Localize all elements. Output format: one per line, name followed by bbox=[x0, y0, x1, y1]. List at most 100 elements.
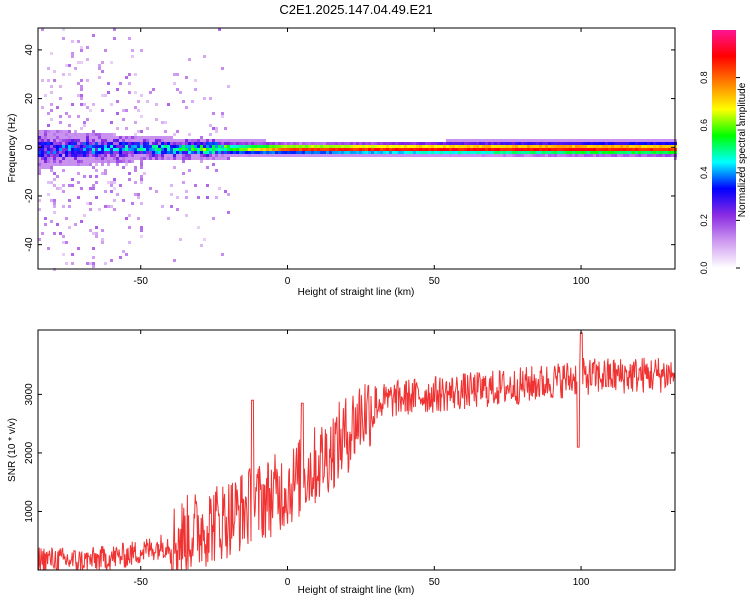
heatmap-cell bbox=[524, 154, 527, 157]
heatmap-cell bbox=[62, 151, 65, 154]
heatmap-cell bbox=[47, 112, 50, 115]
heatmap-cell bbox=[341, 145, 344, 148]
heatmap-cell bbox=[152, 154, 155, 157]
heatmap-cell bbox=[38, 130, 41, 133]
heatmap-cell bbox=[221, 154, 224, 157]
heatmap-cell bbox=[185, 154, 188, 157]
heatmap-cell bbox=[149, 142, 152, 145]
heatmap-cell bbox=[548, 145, 551, 148]
heatmap-cell bbox=[128, 37, 131, 40]
heatmap-cell bbox=[86, 154, 89, 157]
heatmap-cell bbox=[578, 148, 581, 151]
heatmap-cell bbox=[221, 157, 224, 160]
heatmap-cell bbox=[353, 151, 356, 154]
heatmap-cell bbox=[290, 145, 293, 148]
heatmap-cell bbox=[656, 142, 659, 145]
heatmap-cell bbox=[578, 151, 581, 154]
snr-ytick-label: 2000 bbox=[24, 441, 35, 464]
heatmap-cell bbox=[140, 181, 143, 184]
heatmap-cell bbox=[137, 139, 140, 142]
heatmap-cell bbox=[377, 151, 380, 154]
heatmap-cell bbox=[122, 160, 125, 163]
heatmap-cell bbox=[56, 130, 59, 133]
heatmap-cell bbox=[257, 154, 260, 157]
heatmap-cell bbox=[173, 142, 176, 145]
heatmap-cell bbox=[119, 148, 122, 151]
heatmap-cell bbox=[293, 142, 296, 145]
heatmap-cell bbox=[452, 145, 455, 148]
heatmap-cell bbox=[593, 154, 596, 157]
heatmap-cell bbox=[488, 154, 491, 157]
heatmap-cell bbox=[599, 139, 602, 142]
heatmap-cell bbox=[50, 151, 53, 154]
heatmap-cell bbox=[110, 103, 113, 106]
heatmap-cell bbox=[92, 103, 95, 106]
heatmap-cell bbox=[80, 187, 83, 190]
heatmap-cell bbox=[218, 145, 221, 148]
heatmap-cell bbox=[668, 154, 671, 157]
heatmap-cell bbox=[92, 262, 95, 265]
heatmap-cell bbox=[350, 142, 353, 145]
heatmap-cell bbox=[470, 139, 473, 142]
heatmap-cell bbox=[452, 142, 455, 145]
heatmap-cell bbox=[89, 139, 92, 142]
heatmap-cell bbox=[647, 145, 650, 148]
heatmap-cell bbox=[50, 166, 53, 169]
heatmap-cell bbox=[578, 154, 581, 157]
snr-xtick-label: 100 bbox=[573, 577, 590, 588]
heatmap-cell bbox=[614, 151, 617, 154]
heatmap-cell bbox=[77, 154, 80, 157]
heatmap-cell bbox=[467, 142, 470, 145]
heatmap-cell bbox=[68, 226, 71, 229]
heatmap-cell bbox=[71, 40, 74, 43]
heatmap-cell bbox=[158, 148, 161, 151]
heatmap-cell bbox=[68, 199, 71, 202]
heatmap-cell bbox=[71, 142, 74, 145]
heatmap-cell bbox=[71, 160, 74, 163]
heatmap-cell bbox=[107, 205, 110, 208]
heatmap-cell bbox=[119, 145, 122, 148]
heatmap-cell bbox=[53, 70, 56, 73]
heatmap-cell bbox=[605, 151, 608, 154]
heatmap-cell bbox=[632, 139, 635, 142]
heatmap-cell bbox=[146, 145, 149, 148]
heatmap-cell bbox=[137, 145, 140, 148]
heatmap-cell bbox=[446, 148, 449, 151]
heatmap-cell bbox=[377, 145, 380, 148]
heatmap-cell bbox=[476, 151, 479, 154]
heatmap-cell bbox=[83, 103, 86, 106]
heatmap-cell bbox=[83, 214, 86, 217]
heatmap-cell bbox=[203, 142, 206, 145]
heatmap-cell bbox=[575, 151, 578, 154]
heatmap-cell bbox=[65, 130, 68, 133]
heatmap-cell bbox=[65, 133, 68, 136]
heatmap-cell bbox=[137, 130, 140, 133]
heatmap-cell bbox=[521, 148, 524, 151]
heatmap-cell bbox=[194, 154, 197, 157]
heatmap-cell bbox=[593, 151, 596, 154]
heatmap-cell bbox=[83, 133, 86, 136]
heatmap-cell bbox=[383, 148, 386, 151]
heatmap-cell bbox=[125, 139, 128, 142]
heatmap-cell bbox=[167, 136, 170, 139]
heatmap-cell bbox=[356, 142, 359, 145]
heatmap-cell bbox=[443, 151, 446, 154]
heatmap-cell bbox=[326, 148, 329, 151]
heatmap-cell bbox=[371, 148, 374, 151]
heatmap-cell bbox=[41, 151, 44, 154]
heatmap-cell bbox=[131, 154, 134, 157]
heatmap-cell bbox=[173, 133, 176, 136]
heatmap-cell bbox=[179, 157, 182, 160]
heatmap-cell bbox=[110, 61, 113, 64]
heatmap-cell bbox=[173, 82, 176, 85]
heatmap-cell bbox=[137, 157, 140, 160]
heatmap-cell bbox=[167, 217, 170, 220]
spectrogram-ytick-label: -20 bbox=[24, 188, 35, 203]
heatmap-cell bbox=[431, 151, 434, 154]
heatmap-cell bbox=[92, 256, 95, 259]
heatmap-cell bbox=[77, 40, 80, 43]
heatmap-cell bbox=[458, 145, 461, 148]
heatmap-cell bbox=[47, 151, 50, 154]
heatmap-cell bbox=[74, 145, 77, 148]
heatmap-cell bbox=[314, 142, 317, 145]
